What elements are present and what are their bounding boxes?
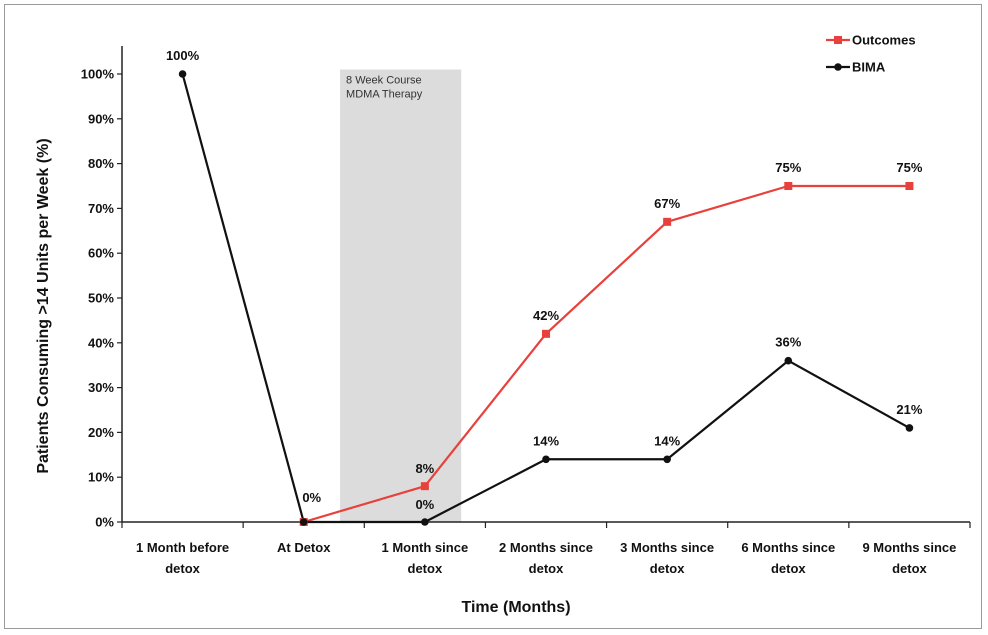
data-point-bima	[663, 455, 671, 464]
y-axis-title: Patients Consuming >14 Units per Week (%…	[35, 138, 52, 473]
data-label-bima: 36%	[775, 335, 801, 350]
legend-marker-outcomes	[834, 36, 842, 44]
data-label-bima: 0%	[302, 490, 321, 505]
y-tick-label: 60%	[88, 246, 114, 261]
x-tick-label: detox	[892, 561, 927, 576]
data-point-bima	[421, 518, 429, 526]
data-label-bima: 0%	[415, 497, 434, 512]
x-tick-label: detox	[165, 561, 200, 576]
data-point-outcomes	[784, 182, 793, 190]
legend-marker-bima	[834, 63, 842, 71]
data-point-bima	[784, 356, 793, 365]
y-tick-label: 100%	[81, 67, 115, 82]
data-label-bima: 14%	[533, 433, 559, 448]
data-label-outcomes: 75%	[775, 160, 801, 175]
y-tick-label: 80%	[88, 156, 114, 171]
legend-label-outcomes: Outcomes	[852, 33, 916, 48]
data-point-outcomes	[663, 217, 672, 226]
x-tick-label: detox	[650, 561, 685, 576]
x-tick-label: 6 Months since	[741, 540, 835, 555]
data-label-outcomes: 8%	[415, 461, 434, 476]
data-label-outcomes: 75%	[896, 160, 922, 175]
data-point-bima	[178, 70, 187, 78]
data-point-bima	[905, 424, 914, 432]
legend-label-bima: BIMA	[852, 60, 886, 75]
y-tick-label: 90%	[88, 111, 114, 126]
x-axis-title: Time (Months)	[461, 599, 570, 616]
data-label-bima: 14%	[654, 433, 680, 448]
therapy-band-label: MDMA Therapy	[346, 89, 423, 101]
data-point-outcomes	[542, 329, 550, 338]
data-label-outcomes: 67%	[654, 196, 680, 211]
data-label-bima: 100%	[166, 48, 200, 63]
y-tick-label: 10%	[88, 470, 114, 485]
y-tick-label: 20%	[88, 425, 114, 440]
y-tick-label: 70%	[88, 201, 114, 216]
x-tick-label: 1 Month before	[136, 540, 229, 555]
y-tick-label: 50%	[88, 291, 114, 306]
therapy-band-label: 8 Week Course	[346, 75, 422, 87]
data-point-outcomes	[420, 482, 429, 491]
data-point-bima	[299, 518, 308, 526]
series-line-outcomes	[303, 184, 910, 524]
x-tick-label: 9 Months since	[862, 540, 956, 555]
y-tick-label: 30%	[88, 380, 114, 395]
data-label-outcomes: 42%	[533, 308, 559, 323]
x-tick-label: detox	[408, 561, 443, 576]
data-point-outcomes	[905, 182, 914, 190]
y-tick-label: 0%	[95, 515, 114, 530]
x-tick-label: 1 Month since	[382, 540, 469, 555]
x-tick-label: detox	[529, 561, 564, 576]
x-tick-label: 3 Months since	[620, 540, 714, 555]
series-line-bima	[181, 73, 910, 524]
x-tick-label: 2 Months since	[499, 540, 593, 555]
therapy-band	[340, 69, 462, 523]
y-tick-label: 40%	[88, 335, 114, 350]
x-tick-label: At Detox	[277, 540, 331, 555]
data-label-bima: 21%	[896, 402, 922, 417]
x-tick-label: detox	[771, 561, 806, 576]
chart-frame	[4, 4, 982, 629]
data-point-bima	[542, 455, 550, 464]
